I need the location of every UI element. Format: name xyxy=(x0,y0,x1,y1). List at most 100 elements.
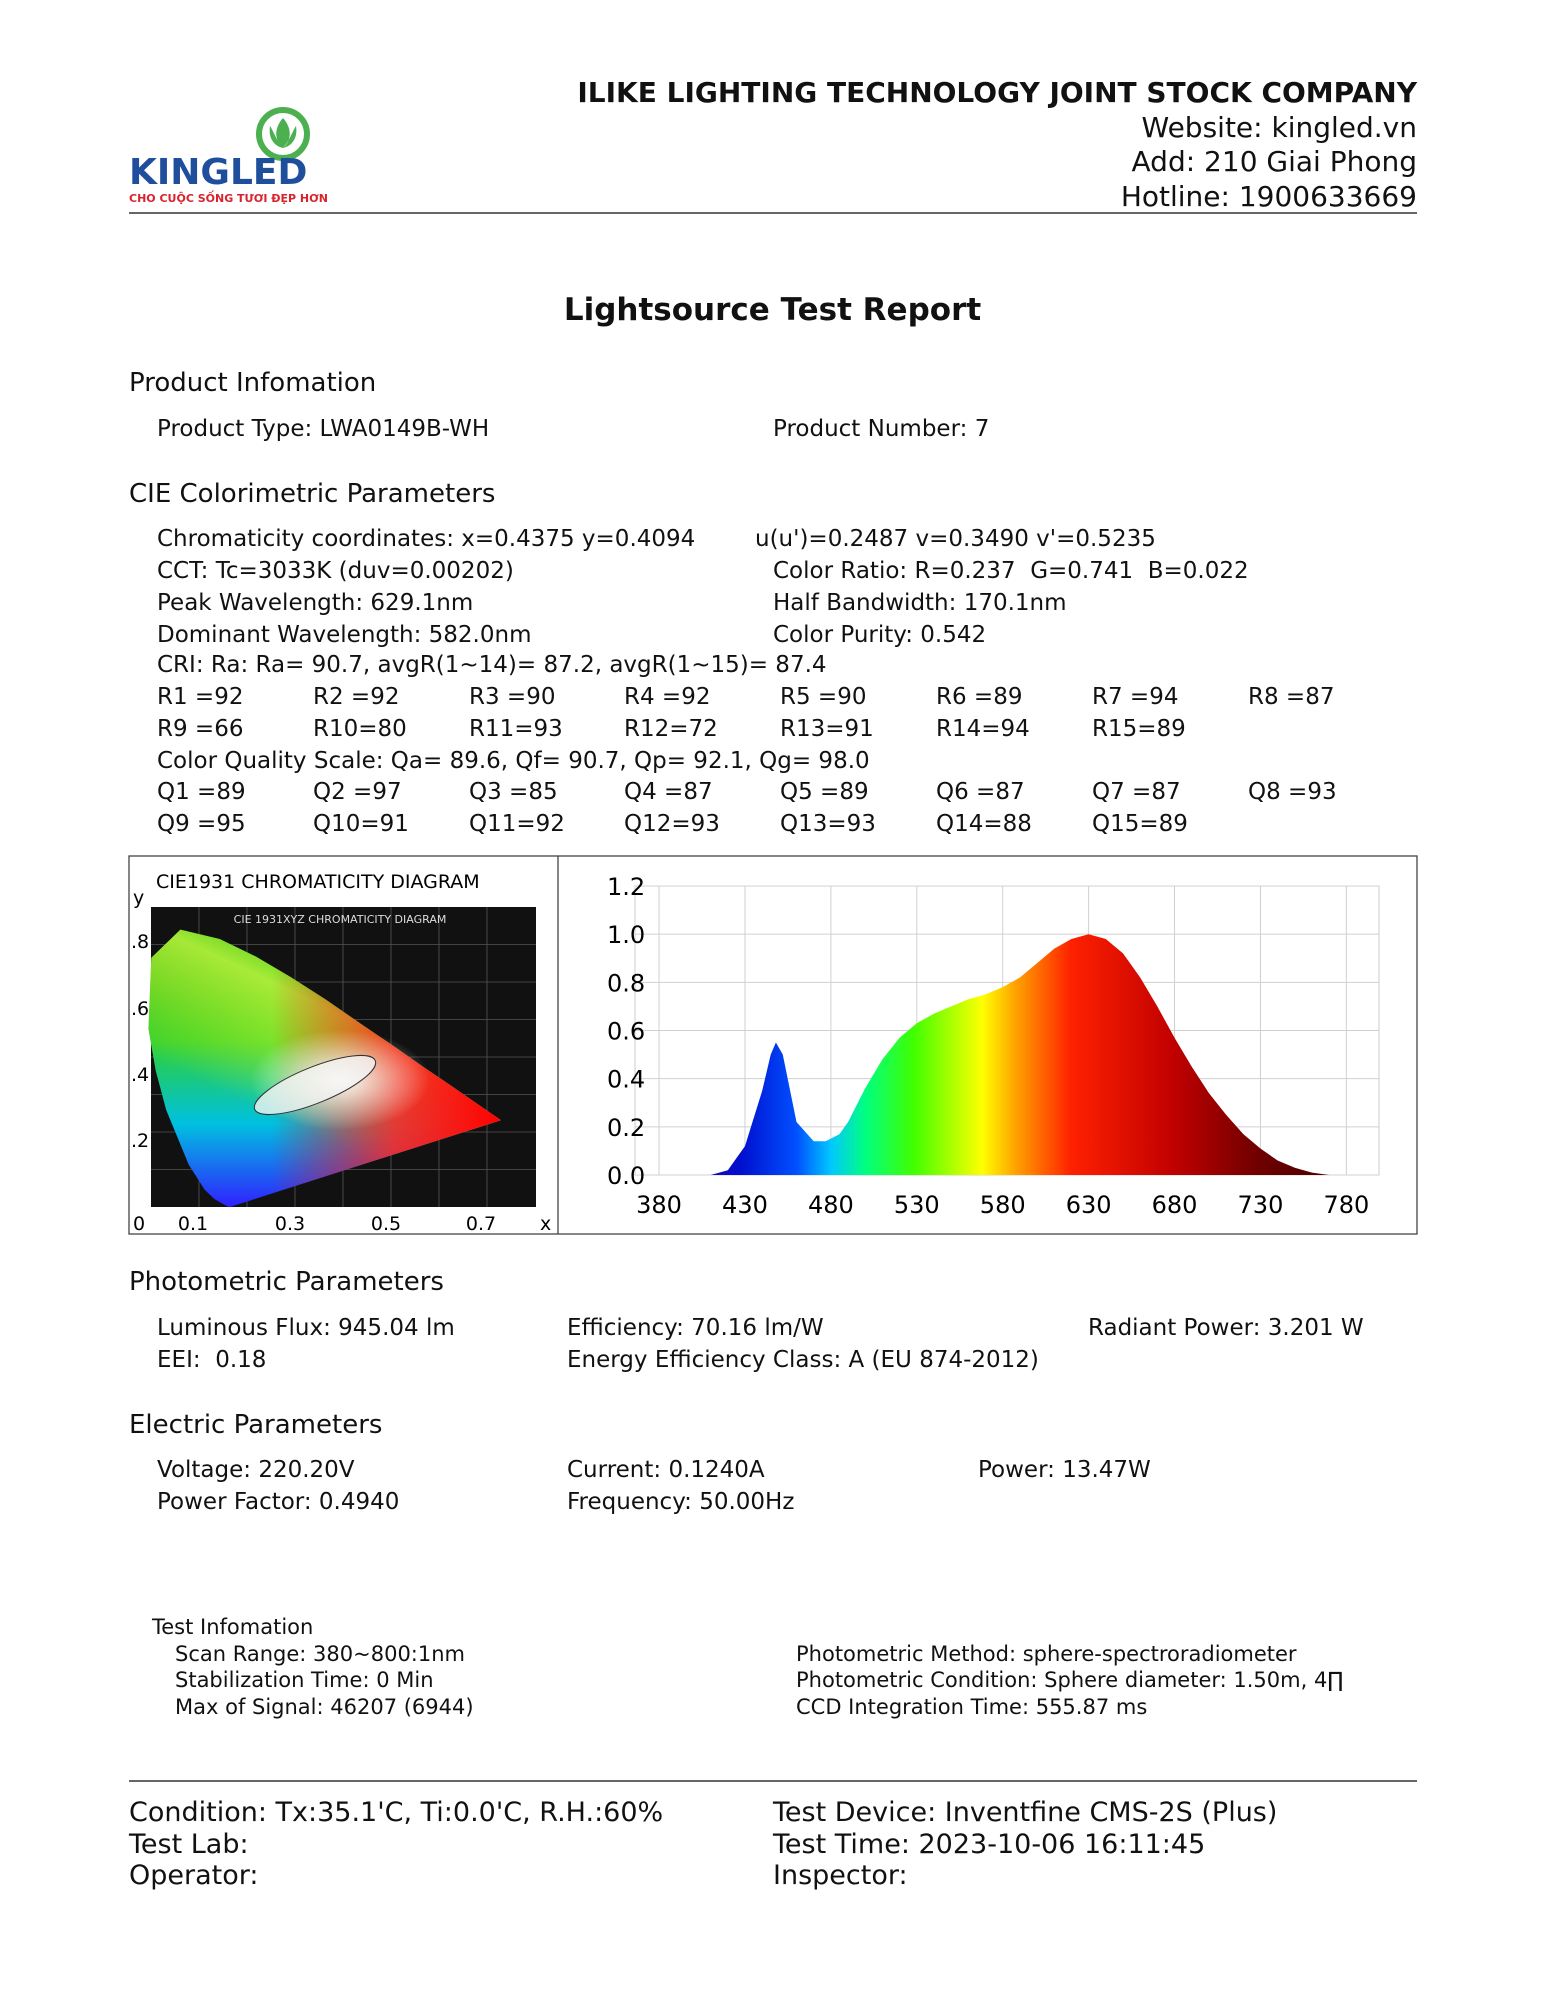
y-tick-label: 0.4 xyxy=(607,1066,645,1094)
scan-range: Scan Range: 380~800:1nm xyxy=(175,1642,466,1666)
x-tick-label: 530 xyxy=(894,1191,940,1219)
r-value: R5 =90 xyxy=(780,684,867,710)
test-device: Test Device: Inventfine CMS-2S (Plus) xyxy=(773,1797,1278,1828)
color-ratio: Color Ratio: R=0.237 G=0.741 B=0.022 xyxy=(773,558,1249,584)
ccd-time: CCD Integration Time: 555.87 ms xyxy=(796,1695,1148,1719)
q-value: Q9 =95 xyxy=(157,811,246,837)
chart-box xyxy=(128,855,1418,1235)
x-tick-label: 680 xyxy=(1152,1191,1198,1219)
cie-title: CIE1931 CHROMATICITY DIAGRAM xyxy=(156,871,480,893)
cct: CCT: Tc=3033K (duv=0.00202) xyxy=(157,558,514,584)
photometric-method: Photometric Method: sphere-spectroradiom… xyxy=(796,1642,1297,1666)
hotline: Hotline: 1900633669 xyxy=(1120,180,1417,213)
q-value: Q6 =87 xyxy=(936,779,1025,805)
cie-x-tick-label: 0 xyxy=(133,1213,145,1235)
dominant-wavelength: Dominant Wavelength: 582.0nm xyxy=(157,622,532,648)
section-heading: Product Infomation xyxy=(129,368,377,398)
current: Current: 0.1240A xyxy=(567,1457,765,1483)
cie-y-label: y xyxy=(133,887,144,909)
inspector: Inspector: xyxy=(773,1860,908,1891)
y-tick-label: 0.0 xyxy=(607,1162,645,1190)
section-heading: CIE Colorimetric Parameters xyxy=(129,479,496,509)
logo-name: KINGLED xyxy=(129,152,307,193)
cie-y-tick-label: .4 xyxy=(131,1064,149,1086)
y-tick-label: 1.0 xyxy=(607,921,645,949)
cie-x-tick-label: 0.7 xyxy=(466,1213,496,1235)
photometric-condition: Photometric Condition: Sphere diameter: … xyxy=(796,1668,1344,1692)
test-time: Test Time: 2023-10-06 16:11:45 xyxy=(773,1829,1206,1860)
power-factor: Power Factor: 0.4940 xyxy=(157,1489,400,1515)
q-value: Q3 =85 xyxy=(469,779,558,805)
x-tick-label: 380 xyxy=(636,1191,682,1219)
cie-y-tick-label: .8 xyxy=(131,931,149,953)
efficiency: Efficiency: 70.16 lm/W xyxy=(567,1315,824,1341)
stabilization-time: Stabilization Time: 0 Min xyxy=(175,1668,434,1692)
product-type: Product Type: LWA0149B-WH xyxy=(157,416,490,442)
cri: CRI: Ra: Ra= 90.7, avgR(1~14)= 87.2, avg… xyxy=(157,652,827,678)
y-tick-label: 0.8 xyxy=(607,969,645,997)
cie-y-tick-label: .2 xyxy=(131,1130,149,1152)
power: Power: 13.47W xyxy=(978,1457,1151,1483)
section-heading: Photometric Parameters xyxy=(129,1267,444,1297)
r-value: R1 =92 xyxy=(157,684,244,710)
spectrum-chart: 380 430 480 530 580 630 680 730 780 0.0 0.2 0.4 0.6 0… xyxy=(607,873,1380,1219)
y-tick-label: 0.2 xyxy=(607,1114,645,1142)
r-value: R2 =92 xyxy=(313,684,400,710)
report-title: Lightsource Test Report xyxy=(563,292,982,328)
spectrum-area xyxy=(710,934,1330,1175)
test-info-heading: Test Infomation xyxy=(152,1615,314,1639)
q-value: Q5 =89 xyxy=(780,779,869,805)
x-tick-label: 580 xyxy=(980,1191,1026,1219)
cie-inner-title: CIE 1931XYZ CHROMATICITY DIAGRAM xyxy=(234,913,447,926)
eei: EEI: 0.18 xyxy=(157,1347,267,1373)
r-value: R13=91 xyxy=(780,716,874,742)
y-tick-label: 1.2 xyxy=(607,873,645,901)
website: Website: kingled.vn xyxy=(1141,111,1417,144)
q-value: Q14=88 xyxy=(936,811,1032,837)
r-value: R12=72 xyxy=(624,716,718,742)
cie-x-tick-label: 0.1 xyxy=(178,1213,208,1235)
q-value: Q8 =93 xyxy=(1248,779,1337,805)
cqs: Color Quality Scale: Qa= 89.6, Qf= 90.7,… xyxy=(157,748,870,774)
q-value: Q11=92 xyxy=(469,811,565,837)
logo-lotus xyxy=(269,118,297,148)
r-value: R8 =87 xyxy=(1248,684,1335,710)
company-name: ILIKE LIGHTING TECHNOLOGY JOINT STOCK CO… xyxy=(577,76,1417,109)
q-value: Q10=91 xyxy=(313,811,409,837)
x-tick-label: 780 xyxy=(1323,1191,1369,1219)
cie-x-tick-label: 0.3 xyxy=(275,1213,305,1235)
cie-x-tick-label: 0.5 xyxy=(371,1213,401,1235)
x-tick-label: 430 xyxy=(722,1191,768,1219)
x-tick-label: 730 xyxy=(1238,1191,1284,1219)
r-value: R4 =92 xyxy=(624,684,711,710)
section-heading: Electric Parameters xyxy=(129,1410,383,1440)
q-value: Q13=93 xyxy=(780,811,876,837)
q-value: Q1 =89 xyxy=(157,779,246,805)
q-value: Q4 =87 xyxy=(624,779,713,805)
condition: Condition: Tx:35.1'C, Ti:0.0'C, R.H.:60% xyxy=(129,1797,664,1828)
half-bandwidth: Half Bandwidth: 170.1nm xyxy=(773,590,1067,616)
q-value: Q2 =97 xyxy=(313,779,402,805)
r-value: R7 =94 xyxy=(1092,684,1179,710)
cie-y-tick-label: .6 xyxy=(131,998,149,1020)
chromaticity: Chromaticity coordinates: x=0.4375 y=0.4… xyxy=(157,526,696,552)
address: Add: 210 Giai Phong xyxy=(1131,145,1417,178)
test-lab: Test Lab: xyxy=(129,1829,249,1860)
logo-ring xyxy=(256,107,310,161)
max-signal: Max of Signal: 46207 (6944) xyxy=(175,1695,474,1719)
operator: Operator: xyxy=(129,1860,259,1891)
cie-x-label: x xyxy=(540,1213,551,1235)
logo-tagline: CHO CUỘC SỐNG TƯƠI ĐẸP HƠN xyxy=(129,190,328,205)
r-value: R14=94 xyxy=(936,716,1030,742)
q-value: Q15=89 xyxy=(1092,811,1188,837)
product-number: Product Number: 7 xyxy=(773,416,990,442)
r-value: R9 =66 xyxy=(157,716,244,742)
r-value: R6 =89 xyxy=(936,684,1023,710)
r-value: R15=89 xyxy=(1092,716,1186,742)
voltage: Voltage: 220.20V xyxy=(157,1457,355,1483)
x-tick-label: 630 xyxy=(1066,1191,1112,1219)
q-value: Q7 =87 xyxy=(1092,779,1181,805)
r-value: R10=80 xyxy=(313,716,407,742)
